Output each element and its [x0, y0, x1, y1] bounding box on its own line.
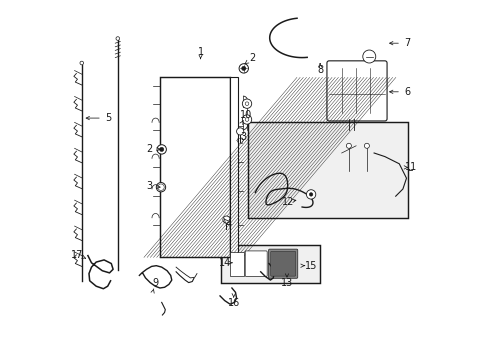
Circle shape [159, 147, 163, 152]
Circle shape [364, 143, 368, 148]
Text: 3: 3 [146, 181, 152, 192]
Bar [230, 252, 244, 276]
Circle shape [244, 118, 248, 121]
Circle shape [80, 61, 83, 65]
Text: 5: 5 [105, 113, 111, 123]
Text: 16: 16 [227, 298, 239, 308]
Text: 13: 13 [280, 278, 292, 288]
Circle shape [244, 102, 248, 105]
Text: 9: 9 [152, 278, 158, 288]
FancyBboxPatch shape [326, 61, 386, 121]
Circle shape [156, 183, 165, 192]
Circle shape [236, 128, 244, 135]
Circle shape [158, 184, 164, 190]
Bar [221, 245, 320, 283]
Text: 3: 3 [240, 132, 246, 142]
FancyBboxPatch shape [244, 251, 266, 276]
Circle shape [241, 66, 245, 71]
Circle shape [309, 193, 312, 196]
Circle shape [159, 185, 163, 189]
FancyBboxPatch shape [268, 249, 297, 278]
Text: 12: 12 [281, 197, 293, 207]
Text: 14: 14 [219, 258, 231, 268]
Bar [160, 77, 230, 257]
Text: 7: 7 [404, 38, 410, 48]
Text: 10: 10 [240, 110, 252, 120]
FancyBboxPatch shape [270, 251, 295, 276]
Circle shape [223, 216, 230, 223]
Bar [247, 122, 407, 218]
Circle shape [346, 143, 351, 148]
Circle shape [116, 37, 120, 40]
Text: 6: 6 [404, 87, 410, 97]
Text: 2: 2 [146, 144, 152, 154]
Circle shape [362, 50, 375, 63]
Text: 11: 11 [404, 162, 416, 172]
Circle shape [239, 64, 248, 73]
Text: 1: 1 [197, 47, 203, 57]
Bar [230, 77, 238, 257]
Text: 8: 8 [316, 65, 323, 75]
Text: 2: 2 [249, 53, 255, 63]
Circle shape [242, 99, 251, 108]
Text: 17: 17 [71, 249, 83, 260]
Text: 15: 15 [305, 261, 317, 271]
Circle shape [157, 145, 166, 154]
Circle shape [306, 190, 315, 199]
Text: 4: 4 [225, 219, 231, 229]
Circle shape [242, 115, 251, 124]
